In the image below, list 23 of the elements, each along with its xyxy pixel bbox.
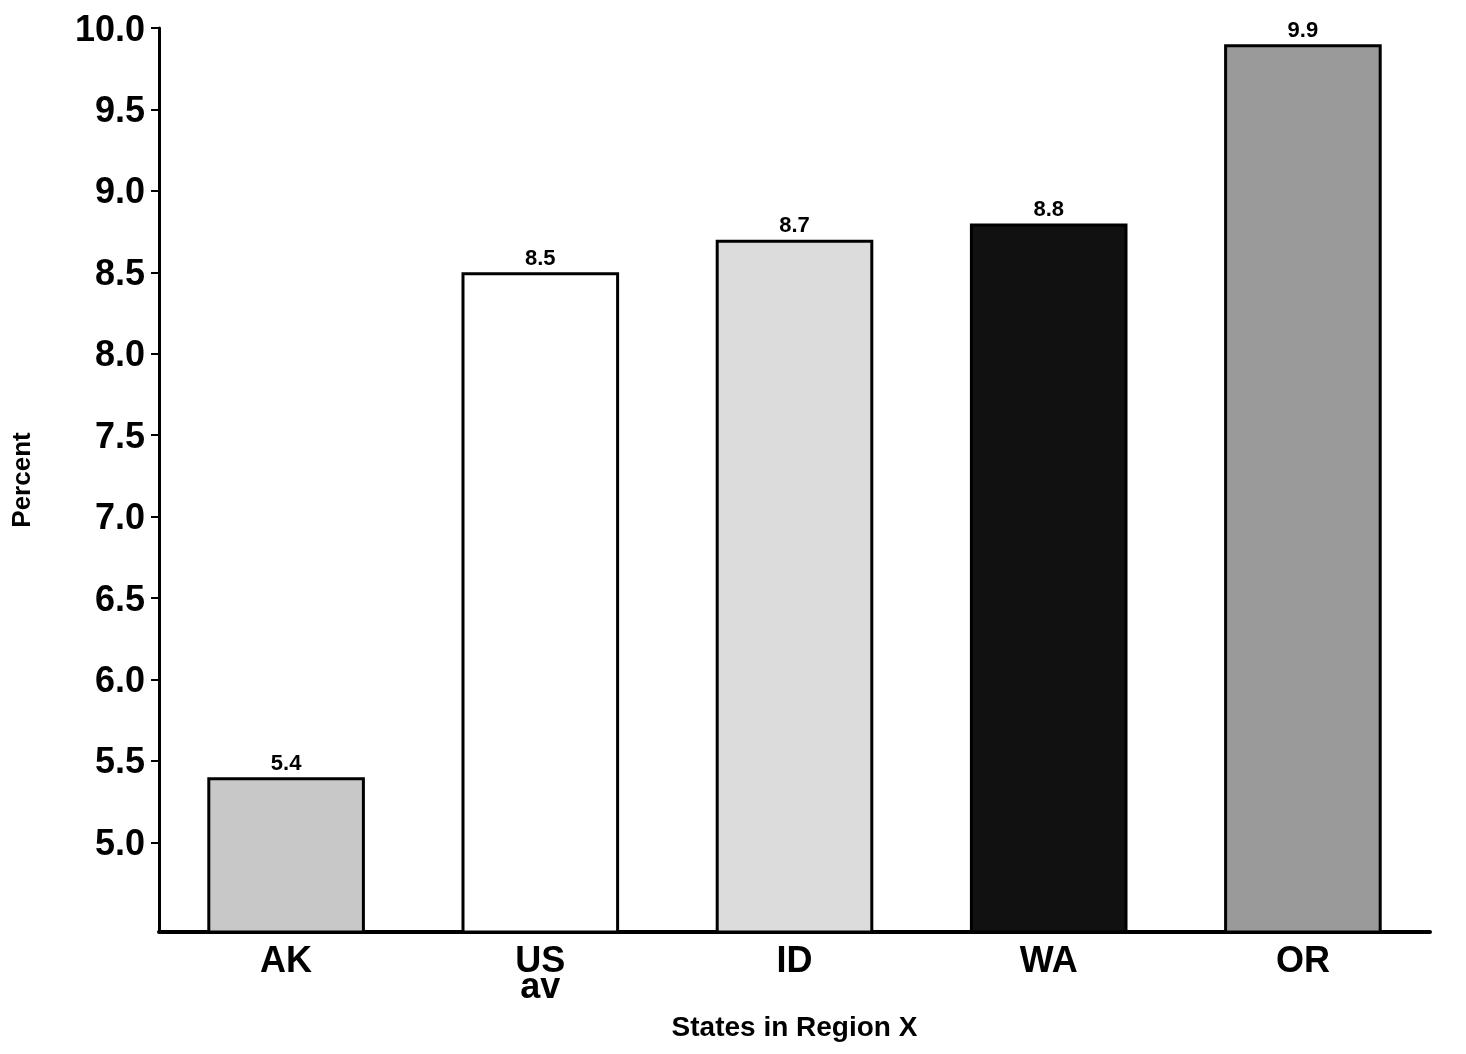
y-tick-label: 9.5 bbox=[94, 88, 145, 130]
x-tick-label: OR bbox=[1275, 938, 1330, 980]
data-label: 8.5 bbox=[525, 244, 556, 270]
data-label: 9.9 bbox=[1287, 16, 1319, 42]
y-tick-label: 7.5 bbox=[94, 414, 145, 456]
x-tick-label: ID bbox=[776, 938, 813, 980]
y-tick-label: 7.0 bbox=[94, 496, 145, 538]
data-label: 8.8 bbox=[1033, 195, 1064, 221]
x-axis-title: States in Region X bbox=[671, 1010, 918, 1042]
x-tick-label: AK bbox=[260, 938, 313, 980]
x-tick-label: US av bbox=[515, 938, 566, 1006]
data-label: 8.7 bbox=[779, 212, 810, 238]
data-label: 5.4 bbox=[270, 749, 303, 775]
y-tick-label: 8.0 bbox=[94, 333, 145, 375]
y-tick-label: 5.5 bbox=[94, 740, 145, 782]
x-tick-label: WA bbox=[1019, 938, 1078, 980]
y-tick-label: 8.5 bbox=[94, 251, 145, 293]
y-tick-label: 5.0 bbox=[94, 821, 145, 863]
y-tick-label: 6.0 bbox=[94, 659, 145, 701]
y-tick-label: 10.0 bbox=[74, 7, 145, 49]
y-axis-title: Percent bbox=[6, 431, 36, 528]
y-tick-label: 6.5 bbox=[94, 577, 145, 619]
y-tick-label: 9.0 bbox=[94, 170, 145, 212]
